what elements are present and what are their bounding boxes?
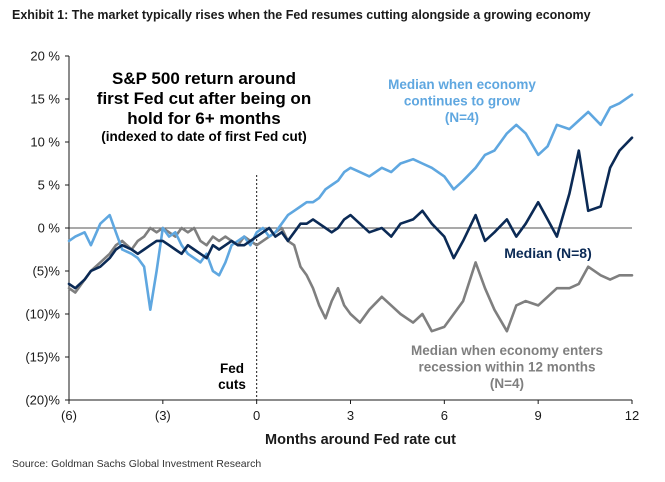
series-label-recession: Median when economy enters xyxy=(411,343,603,358)
y-tick-label: 0 % xyxy=(38,221,61,236)
series-label-growth: Median when economy xyxy=(388,77,536,92)
series-lines xyxy=(67,93,634,333)
x-axis-ticks: (6) (3) 0 3 6 9 12 Months around Fed rate cut xyxy=(61,400,639,448)
y-axis-ticks: 20 % 15 % 10 % 5 % 0 % (5)% (10)% (15)% (20)% xyxy=(25,49,69,408)
series-label-recession: (N=4) xyxy=(490,376,524,391)
y-tick-label: (15)% xyxy=(25,350,60,365)
series-line-growth xyxy=(67,93,634,312)
source-note: Source: Goldman Sachs Global Investment … xyxy=(12,458,262,470)
chart-title: hold for 6+ months xyxy=(127,109,280,128)
y-tick-label: 20 % xyxy=(30,49,60,64)
x-tick-label: 0 xyxy=(253,408,260,423)
fed-cuts-label: Fed xyxy=(220,361,244,376)
series-label-growth: (N=4) xyxy=(445,110,479,125)
y-tick-label: 10 % xyxy=(30,135,60,150)
chart-title: S&P 500 return around xyxy=(112,69,296,88)
x-tick-label: (3) xyxy=(155,408,171,423)
series-label-recession: recession within 12 months xyxy=(418,360,595,375)
series-line-median xyxy=(67,136,634,290)
fed-cuts-label: cuts xyxy=(218,377,246,392)
x-axis-label: Months around Fed rate cut xyxy=(265,432,456,448)
y-tick-label: (10)% xyxy=(25,307,60,322)
series-line-recession xyxy=(67,226,634,333)
y-tick-label: (5)% xyxy=(33,264,61,279)
y-tick-label: 5 % xyxy=(38,178,61,193)
x-tick-label: 12 xyxy=(625,408,639,423)
series-label-growth: continues to grow xyxy=(404,94,521,109)
y-tick-label: (20)% xyxy=(25,393,60,408)
y-tick-label: 15 % xyxy=(30,92,60,107)
x-tick-label: 6 xyxy=(441,408,448,423)
chart-title: first Fed cut after being on xyxy=(97,89,311,108)
x-tick-label: 3 xyxy=(347,408,354,423)
x-tick-label: 9 xyxy=(535,408,542,423)
series-label-median: Median (N=8) xyxy=(504,245,592,261)
chart-subtitle: (indexed to date of first Fed cut) xyxy=(101,129,307,144)
x-tick-label: (6) xyxy=(61,408,77,423)
exhibit-title: Exhibit 1: The market typically rises wh… xyxy=(12,8,591,22)
